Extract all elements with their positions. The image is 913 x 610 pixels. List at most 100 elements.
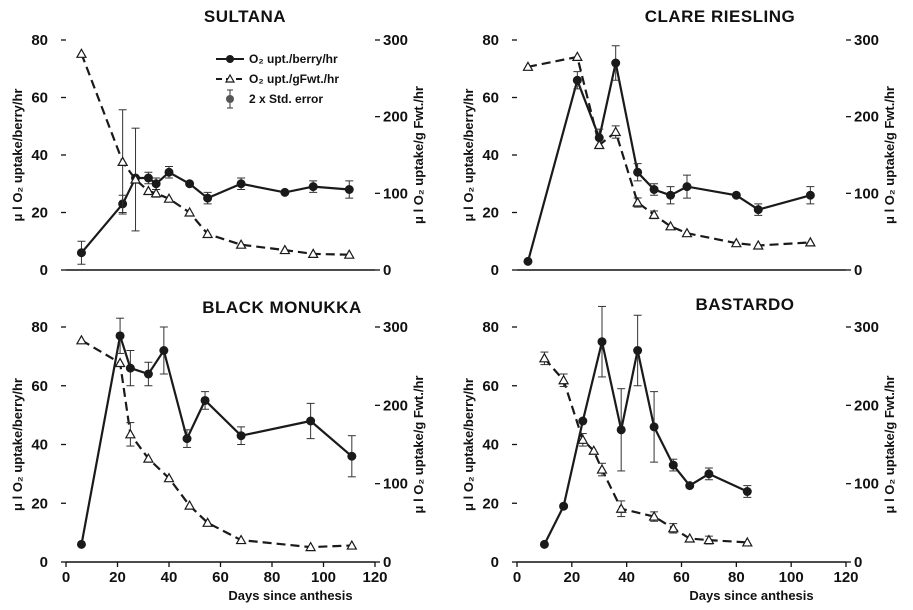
y-tick-label: 0: [491, 262, 499, 279]
data-point-triangle: [114, 357, 126, 368]
y-tick-label: 40: [31, 147, 48, 164]
y2-axis-label: μ l O₂ uptake/g Fwt./hr: [882, 86, 897, 224]
data-point-circle: [236, 179, 246, 189]
legend-marker-triangle: [224, 73, 236, 83]
data-point-triangle: [75, 48, 87, 58]
x-axis-label: Days since anthesis: [689, 588, 813, 603]
x-tick-label: 60: [212, 569, 229, 586]
data-point-circle: [682, 182, 692, 192]
y-tick-label: 20: [482, 495, 499, 512]
data-point-circle: [685, 481, 695, 491]
data-point-circle: [143, 173, 153, 183]
data-point-circle: [611, 58, 621, 68]
legend-marker-se: [226, 95, 234, 103]
data-point-triangle: [75, 334, 87, 345]
y2-tick-label: 100: [383, 185, 408, 202]
data-point-triangle: [235, 534, 247, 545]
data-point-circle: [280, 187, 290, 197]
data-point-triangle: [615, 503, 627, 513]
data-point-triangle: [667, 522, 679, 533]
data-point-triangle: [202, 228, 214, 239]
data-point-triangle: [681, 227, 693, 238]
data-point-triangle: [648, 510, 660, 521]
y2-tick-label: 300: [383, 32, 408, 49]
data-point-circle: [633, 167, 643, 177]
y2-axis-label: μ l O₂ uptake/g Fwt./hr: [882, 376, 897, 514]
x-tick-label: 100: [311, 569, 336, 586]
y2-tick-label: 0: [854, 262, 862, 279]
data-point-triangle: [235, 238, 247, 249]
y2-tick-label: 200: [383, 109, 408, 126]
y-tick-label: 20: [31, 205, 48, 222]
data-point-circle: [236, 431, 246, 441]
x-tick-label: 20: [109, 569, 126, 586]
data-point-triangle: [142, 185, 154, 196]
data-point-circle: [668, 460, 678, 470]
data-point-circle: [523, 256, 533, 266]
y2-axis-label: μ l O₂ uptake/g Fwt./hr: [411, 376, 426, 514]
data-point-triangle: [129, 173, 142, 184]
y-tick-label: 60: [31, 90, 48, 107]
data-point-triangle: [202, 517, 214, 527]
data-point-triangle: [571, 51, 583, 61]
y2-tick-label: 300: [383, 319, 408, 336]
data-point-circle: [115, 331, 125, 341]
data-point-circle: [578, 416, 588, 426]
y-tick-label: 0: [491, 554, 499, 571]
y2-tick-label: 100: [383, 476, 408, 493]
data-point-triangle: [632, 196, 644, 207]
x-tick-label: 0: [62, 569, 70, 586]
data-point-triangle: [343, 248, 355, 259]
y-axis-label: μ l O₂ uptake/berry/hr: [461, 89, 476, 222]
y2-tick-label: 200: [854, 109, 879, 126]
data-point-triangle: [150, 187, 162, 198]
y2-tick-label: 100: [854, 476, 879, 493]
y-tick-label: 40: [482, 437, 499, 454]
y-tick-label: 40: [482, 147, 499, 164]
data-point-circle: [347, 451, 357, 461]
data-point-circle: [306, 416, 316, 426]
y2-tick-label: 0: [383, 262, 391, 279]
legend-label-std-error: 2 x Std. error: [249, 92, 323, 106]
data-point-circle: [753, 205, 763, 215]
panel-1: 0 20 40 60 80 0 100 200 300 μ l O₂ uptake/berry/h…: [10, 7, 426, 279]
x-tick-label: 20: [563, 569, 580, 586]
data-point-circle: [159, 346, 169, 355]
series-line-per-gfwt: [80, 53, 350, 256]
x-tick-label: 120: [833, 569, 858, 586]
data-point-triangle: [522, 61, 534, 71]
x-tick-label: 0: [513, 569, 521, 586]
data-point-circle: [704, 469, 714, 479]
data-point-circle: [344, 185, 354, 194]
series-line-per-gfwt: [527, 55, 811, 247]
data-point-triangle: [730, 237, 742, 248]
legend-label-per-berry: O₂ upt./berry/hr: [249, 52, 338, 66]
x-tick-label: 100: [779, 569, 804, 586]
data-point-triangle: [741, 536, 753, 547]
y-tick-label: 0: [40, 554, 48, 571]
y-tick-label: 20: [31, 495, 48, 512]
data-point-triangle: [588, 445, 600, 455]
data-point-triangle: [648, 209, 660, 219]
data-point-triangle: [124, 428, 136, 439]
data-point-circle: [308, 182, 318, 192]
y-tick-label: 80: [31, 32, 48, 49]
y-tick-label: 80: [31, 319, 48, 336]
x-tick-label: 40: [618, 569, 635, 586]
data-point-circle: [182, 434, 192, 444]
data-point-circle: [805, 190, 815, 200]
data-point-triangle: [305, 541, 317, 552]
panel-4: 0 20 40 60 80 0 100 200 300 0 20 40 60 80 100 120 μ l O₂…: [461, 295, 897, 603]
series-line-per-berry: [526, 62, 811, 262]
y2-tick-label: 200: [854, 397, 879, 414]
y2-axis-label: μ l O₂ uptake/g Fwt./hr: [411, 86, 426, 224]
data-point-triangle: [610, 126, 622, 137]
panel-2: 0 20 40 60 80 0 100 200 300 μ l O₂ uptake/berry/h…: [461, 7, 897, 279]
data-point-circle: [200, 395, 210, 405]
y2-tick-label: 100: [854, 185, 879, 202]
y-axis-label: μ l O₂ uptake/berry/hr: [10, 378, 25, 511]
data-point-circle: [203, 193, 213, 203]
data-point-triangle: [279, 244, 291, 255]
